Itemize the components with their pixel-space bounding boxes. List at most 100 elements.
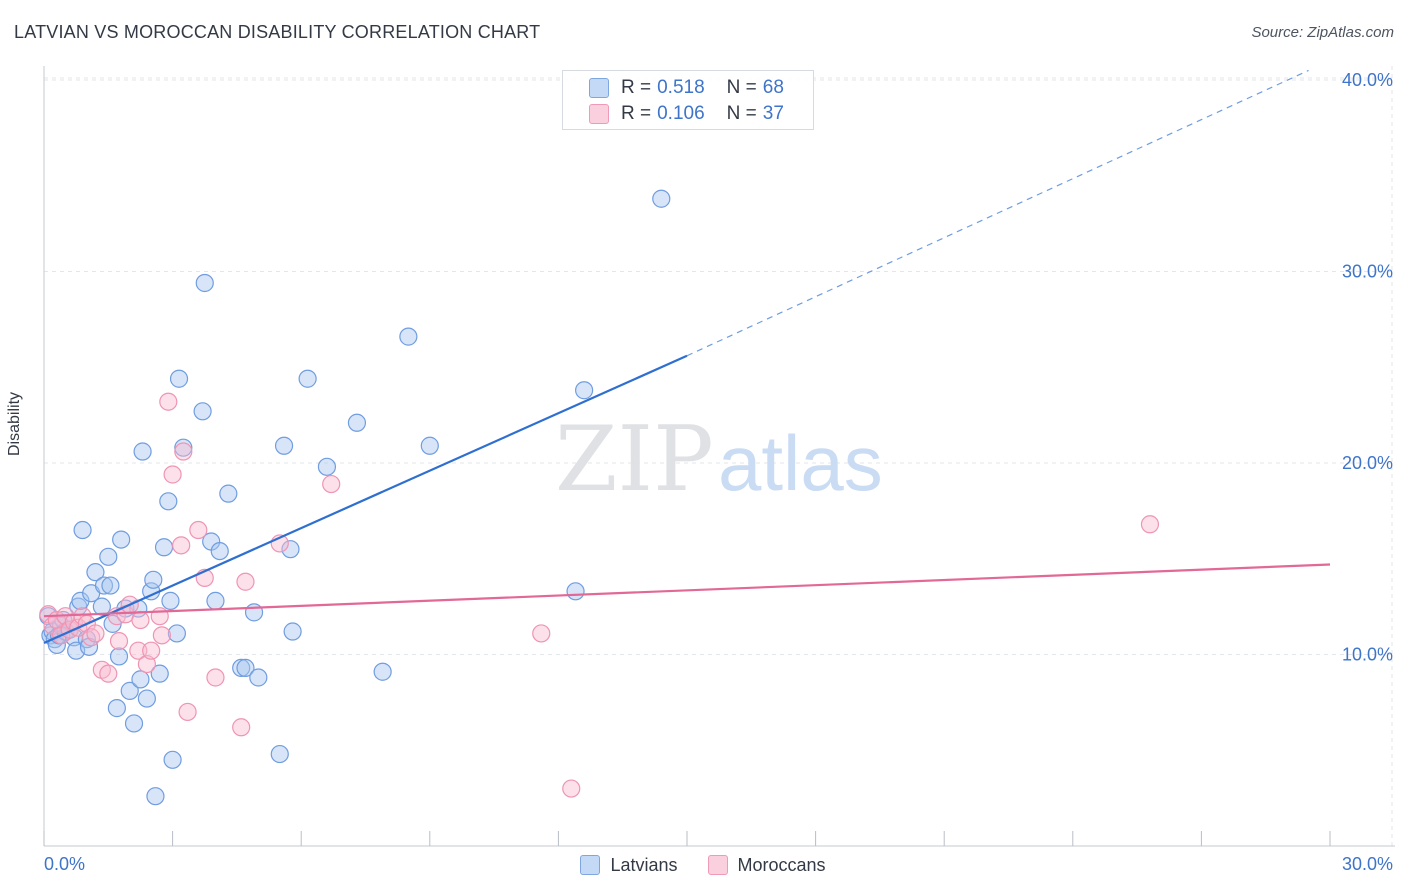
latvians-point xyxy=(107,699,126,718)
trend-lines xyxy=(43,69,1331,645)
latvians-point xyxy=(150,664,169,683)
moroccans-swatch xyxy=(589,104,609,124)
moroccans-point xyxy=(322,474,341,494)
x-tick-label: 0.0% xyxy=(44,854,85,874)
latvians-point xyxy=(146,787,165,806)
latvians-point xyxy=(566,582,585,601)
moroccans-point xyxy=(562,779,581,798)
latvians-point xyxy=(92,597,111,616)
moroccans-point xyxy=(174,442,193,461)
tick-labels: 10.0% 20.0% 30.0% 40.0% 0.0% 30.0% xyxy=(44,70,1393,874)
latvians-point xyxy=(131,670,150,689)
latvians-point xyxy=(232,658,251,678)
latvians-point xyxy=(270,744,289,764)
source-credit: Source: ZipAtlas.com xyxy=(1251,24,1394,41)
latvians-point xyxy=(174,438,193,457)
moroccans-trend-line xyxy=(43,563,1331,618)
latvians-swatch xyxy=(589,78,609,98)
moroccans-point xyxy=(99,664,118,683)
latvians-trend-line xyxy=(43,354,688,645)
stats-legend-row-latvians: R = 0.518 N = 68 xyxy=(589,77,784,99)
moroccans-point xyxy=(152,626,171,645)
moroccans-point xyxy=(163,465,182,484)
y-tick-label: 30.0% xyxy=(1342,262,1393,282)
moroccans-point xyxy=(206,668,225,687)
latvians-point xyxy=(274,436,294,455)
latvians-point xyxy=(86,563,105,582)
latvians-point xyxy=(101,576,120,595)
latvians-point xyxy=(169,369,189,388)
data-points xyxy=(39,189,1160,806)
n-value: 68 xyxy=(762,77,784,98)
moroccans-point xyxy=(131,610,150,630)
moroccans-point xyxy=(142,641,161,660)
latvians-trend-extension xyxy=(686,69,1309,357)
watermark-zip: ZIP xyxy=(555,407,714,512)
moroccans-point xyxy=(178,702,197,722)
latvians-point xyxy=(420,436,439,455)
r-label: R = xyxy=(621,103,652,124)
latvians-point xyxy=(193,402,212,421)
y-tick-label: 40.0% xyxy=(1342,70,1393,90)
latvians-point xyxy=(281,540,300,559)
latvians-point xyxy=(144,570,163,589)
moroccans-point xyxy=(232,718,251,737)
moroccans-point xyxy=(109,631,129,651)
latvians-point xyxy=(249,668,268,687)
axes xyxy=(43,66,1395,847)
moroccans-point xyxy=(532,624,551,643)
n-label: N = xyxy=(726,103,757,124)
chart-title: LATVIAN VS MOROCCAN DISABILITY CORRELATI… xyxy=(14,22,541,42)
legend-item-latvians[interactable]: Latvians xyxy=(580,854,678,876)
latvians-point xyxy=(167,624,186,643)
latvians-point xyxy=(109,647,129,666)
watermark: ZIP atlas xyxy=(555,407,883,512)
moroccans-point xyxy=(172,536,191,555)
watermark-atlas: atlas xyxy=(718,419,883,507)
moroccans-point xyxy=(236,572,255,591)
latvians-swatch xyxy=(580,855,601,875)
latvians-point xyxy=(133,442,152,461)
series-legend: Latvians Moroccans xyxy=(0,852,1406,878)
legend-label-moroccans: Moroccans xyxy=(737,854,826,875)
latvians-point xyxy=(137,689,156,708)
latvians-point xyxy=(210,541,229,561)
latvians-point xyxy=(317,457,337,476)
latvians-point xyxy=(652,189,671,208)
latvians-point xyxy=(163,750,182,769)
moroccans-swatch xyxy=(707,855,728,875)
y-tick-label: 10.0% xyxy=(1342,645,1393,665)
latvians-point xyxy=(298,369,317,388)
moroccans-point xyxy=(137,654,156,674)
moroccans-point xyxy=(159,392,178,411)
latvians-point xyxy=(347,413,367,432)
latvians-point xyxy=(120,681,139,700)
latvians-point xyxy=(219,484,238,503)
r-value: 0.106 xyxy=(657,103,705,124)
r-label: R = xyxy=(621,77,652,98)
moroccans-point xyxy=(1140,515,1160,534)
moroccans-point xyxy=(129,641,148,660)
legend-label-latvians: Latvians xyxy=(610,854,678,875)
n-value: 37 xyxy=(762,103,784,124)
latvians-point xyxy=(99,547,118,566)
latvians-point xyxy=(399,327,418,346)
latvians-point xyxy=(283,622,302,641)
latvians-point xyxy=(206,591,225,610)
latvians-point xyxy=(161,591,180,610)
latvians-point xyxy=(112,530,131,549)
legend-item-moroccans[interactable]: Moroccans xyxy=(707,854,826,876)
stats-legend-row-moroccans: R = 0.106 N = 37 xyxy=(589,103,784,125)
latvians-point xyxy=(236,658,255,678)
latvians-point xyxy=(195,273,214,293)
latvians-point xyxy=(124,714,144,733)
moroccans-point xyxy=(86,624,105,643)
latvians-point xyxy=(373,662,392,681)
latvians-point xyxy=(575,381,594,400)
stats-legend: R = 0.518 N = 68 R = 0.106 N = 37 xyxy=(562,70,814,130)
x-tick-label: 30.0% xyxy=(1342,854,1393,874)
moroccans-point xyxy=(189,520,208,540)
latvians-point xyxy=(154,538,174,557)
latvians-point xyxy=(94,576,114,595)
